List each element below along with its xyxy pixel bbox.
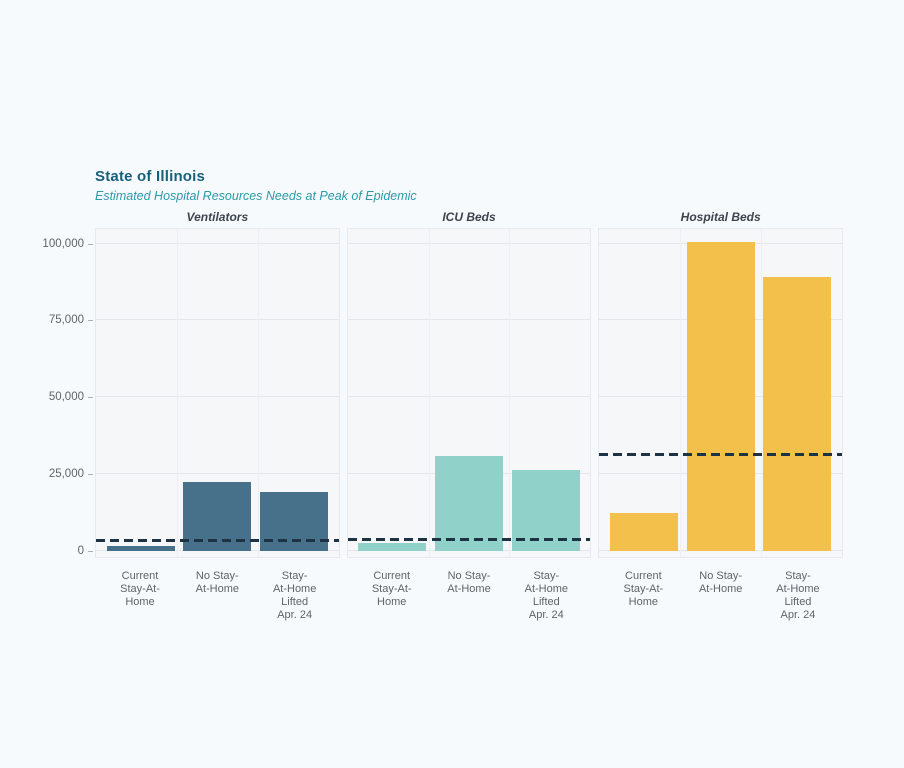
y-tick-mark — [88, 474, 93, 476]
y-tick-mark — [88, 397, 93, 399]
bar-stay-at-home-lifted-apr-24 — [763, 277, 832, 551]
bar-current-stay-at-home — [106, 545, 175, 551]
facet-panel-1: Ventilators Current Stay-At- Home No Stay-… — [95, 210, 340, 642]
x-axis-labels: Current Stay-At- Home No Stay- At-Home Sta… — [598, 570, 843, 642]
capacity-reference-line — [96, 539, 339, 543]
y-tick-mark — [88, 243, 93, 245]
x-tick-label: No Stay- At-Home — [698, 570, 743, 595]
faceted-bar-chart: State of Illinois Estimated Hospital Res… — [40, 168, 852, 648]
x-tick-label: Current Stay-At- Home — [120, 570, 160, 608]
bar-current-stay-at-home — [610, 512, 678, 551]
y-tick-label: 75,000 — [48, 314, 84, 327]
facet-title: Ventilators — [186, 210, 249, 224]
capacity-reference-line — [599, 452, 843, 456]
y-tick-label: 25,000 — [48, 468, 84, 481]
chart-subtitle: Estimated Hospital Resources Needs at Pe… — [95, 189, 417, 203]
v-gridline — [176, 229, 178, 557]
bar-current-stay-at-home — [358, 543, 427, 551]
h-gridline — [96, 396, 339, 398]
h-gridline — [347, 396, 591, 398]
x-tick-label: Stay- At-Home Lifted Apr. 24 — [272, 570, 317, 621]
y-tick-mark — [88, 320, 93, 322]
facet-panels: Ventilators Current Stay-At- Home No Stay-… — [95, 210, 844, 642]
y-tick-label: 100,000 — [42, 237, 84, 250]
x-tick-label: Stay- At-Home Lifted Apr. 24 — [524, 570, 569, 621]
facet-panel-2: ICU Beds Current Stay-At- Home No Stay- At… — [346, 210, 592, 642]
h-gridline — [96, 242, 339, 244]
x-tick-label: No Stay- At-Home — [195, 570, 240, 595]
bar-no-stay-at-home — [435, 455, 503, 551]
v-gridline — [680, 229, 682, 557]
x-tick-label: No Stay- At-Home — [447, 570, 491, 595]
bar-no-stay-at-home — [686, 241, 755, 551]
h-gridline — [347, 242, 591, 244]
h-gridline — [96, 473, 339, 475]
facet-panel-3: Hospital Beds Current Stay-At- Home No Sta… — [598, 210, 844, 642]
facet-title: Hospital Beds — [680, 210, 761, 224]
x-axis-labels: Current Stay-At- Home No Stay- At-Home Sta… — [95, 570, 340, 642]
capacity-reference-line — [347, 537, 591, 541]
y-tick-mark — [88, 551, 93, 552]
chart-title: State of Illinois — [95, 168, 206, 185]
x-tick-label: Current Stay-At- Home — [623, 570, 664, 608]
x-tick-label: Current Stay-At- Home — [371, 570, 412, 608]
plot-area — [346, 228, 592, 558]
facet-title: ICU Beds — [442, 210, 496, 224]
bar-stay-at-home-lifted-apr-24 — [260, 491, 328, 551]
y-axis: 0 25,000 50,000 75,000 100,000 — [40, 228, 95, 558]
v-gridline — [257, 229, 259, 557]
h-gridline — [96, 319, 339, 321]
x-tick-label: Stay- At-Home Lifted Apr. 24 — [776, 570, 820, 621]
h-gridline — [347, 319, 591, 321]
v-gridline — [428, 229, 430, 557]
plot-area — [598, 228, 844, 558]
plot-area — [95, 228, 340, 558]
v-gridline — [761, 229, 763, 557]
y-tick-label: 50,000 — [48, 391, 84, 404]
v-gridline — [509, 229, 511, 557]
y-tick-label: 0 — [77, 545, 84, 557]
x-axis-labels: Current Stay-At- Home No Stay- At-Home Sta… — [347, 570, 592, 642]
